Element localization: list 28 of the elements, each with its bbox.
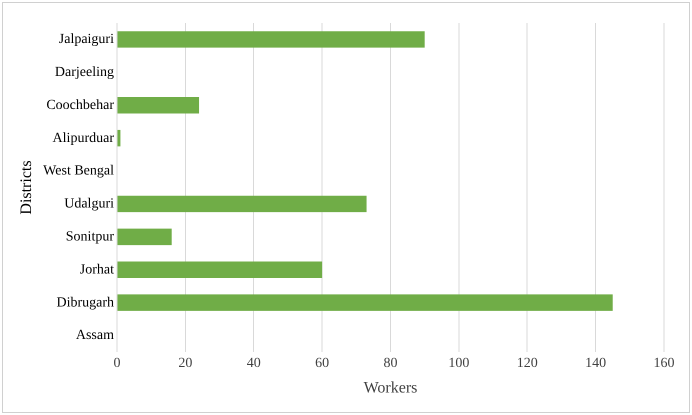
x-tick-label: 120 [516,356,538,372]
x-axis-title: Workers [364,380,418,397]
y-tick-label: Jalpaiguri [58,32,114,48]
bar [118,262,322,278]
bar [118,228,172,246]
y-tick-label: Dibrugarh [56,295,114,310]
y-tick-label: Darjeeling [54,65,114,80]
x-tick-label: 80 [384,356,398,372]
x-tick-label: 100 [448,356,470,372]
bar [118,130,120,146]
bar [118,294,613,311]
x-tick-label: 140 [585,356,606,372]
x-tick-label: 160 [654,356,674,372]
y-tick-label: Jorhat [80,262,114,278]
y-tick-label: Alipurduar [52,130,114,146]
bar [118,196,367,212]
x-tick-label: 60 [315,356,330,372]
y-tick-label: Sonitpur [66,230,114,245]
y-tick-label: Coochbehar [46,98,114,113]
y-tick-label: West Bengal [43,164,114,179]
y-axis-title: Districts [18,160,35,215]
x-tick-label: 20 [178,356,192,372]
y-tick-label: Udalguri [64,196,114,212]
x-tick-label: 40 [246,356,261,372]
bar [118,31,425,48]
bar [118,97,200,114]
y-tick-label: Assam [76,328,114,344]
x-tick-label: 0 [114,356,120,372]
